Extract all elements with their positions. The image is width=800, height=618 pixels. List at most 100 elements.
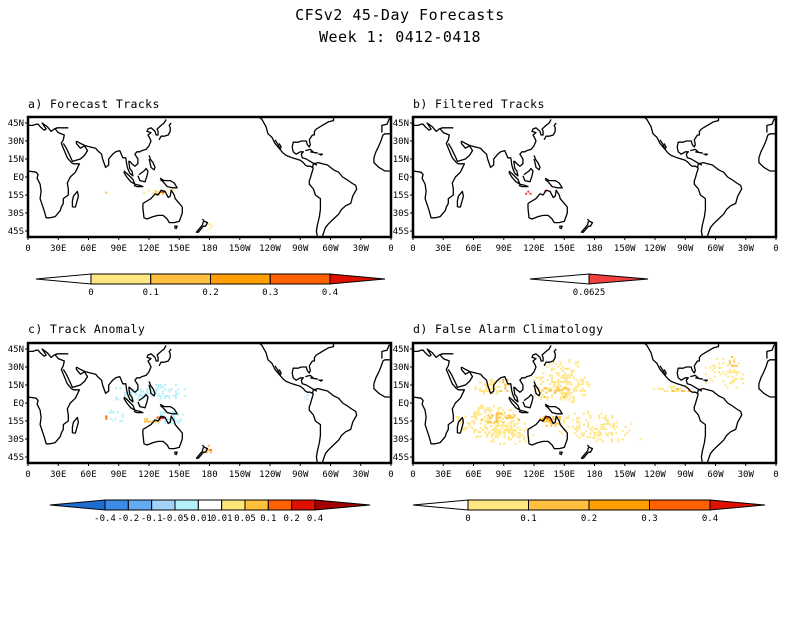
heat-cell (683, 390, 686, 392)
heat-cell (562, 381, 564, 383)
heat-cell (559, 376, 562, 379)
heat-cell (485, 385, 488, 388)
heat-cell (540, 396, 542, 399)
heat-cell (576, 421, 579, 424)
heat-cell (602, 423, 605, 426)
heat-cell (518, 431, 521, 434)
heat-cell (507, 438, 510, 441)
heat-cell (679, 387, 682, 390)
heat-cell (496, 412, 499, 415)
heat-cell (130, 397, 133, 400)
heat-cell (552, 367, 555, 370)
heat-cell (492, 429, 495, 431)
heat-cell (584, 394, 586, 397)
heat-cell (490, 433, 493, 436)
heat-cell (595, 440, 598, 443)
x-tick-label: 30E (435, 470, 451, 480)
coastline (308, 387, 358, 463)
x-tick-label: 120W (259, 470, 281, 480)
heat-cell (497, 429, 500, 431)
heat-cell (500, 412, 503, 415)
heat-cell (624, 434, 626, 436)
heat-cell (115, 396, 118, 399)
heat-cell (566, 374, 569, 377)
heat-cell (713, 371, 716, 374)
heat-cell (542, 417, 545, 420)
heat-cell (604, 414, 607, 417)
heat-cell (479, 422, 482, 425)
heat-cell (496, 414, 499, 417)
heat-cell (164, 422, 167, 425)
coastline (461, 119, 552, 177)
heat-cell (502, 381, 505, 384)
heat-cell (501, 418, 504, 420)
heat-cell (666, 390, 669, 392)
heat-cell (489, 416, 492, 419)
heat-cell (547, 389, 550, 392)
heat-cell (117, 398, 120, 401)
heat-cell (576, 417, 579, 419)
heat-cell (157, 388, 160, 391)
coastline (447, 367, 474, 389)
heat-cell (568, 367, 571, 370)
coastline (693, 161, 743, 237)
heat-cell (484, 415, 487, 418)
heat-cell (560, 423, 563, 426)
heat-cell (543, 420, 546, 423)
coastline (274, 139, 282, 151)
heat-cell (567, 417, 570, 419)
heat-cell (711, 369, 714, 371)
heat-cell (731, 375, 734, 378)
heat-cell (510, 433, 513, 436)
heat-cell (591, 436, 594, 439)
heat-cell (615, 431, 618, 434)
heat-cell (510, 422, 513, 425)
heat-cell (510, 429, 513, 431)
x-tick-label: 60W (707, 244, 724, 254)
heat-blob (525, 190, 532, 195)
heat-cell (484, 431, 487, 434)
heat-cell (726, 375, 729, 378)
heat-cell (486, 407, 489, 409)
coastline (71, 190, 80, 208)
heat-cell (559, 385, 562, 388)
heat-cell (121, 413, 124, 416)
map-area (28, 343, 391, 463)
x-tick-label: 120E (523, 470, 545, 480)
heat-cell (499, 431, 501, 434)
heat-cell (559, 363, 562, 366)
heat-cell (564, 376, 567, 379)
heat-cell (484, 424, 487, 427)
heat-cell (568, 374, 571, 377)
heat-cell (541, 389, 544, 392)
heat-cell (475, 429, 478, 431)
heat-cell (554, 424, 557, 427)
heat-cell (475, 415, 478, 418)
heat-cell (565, 417, 568, 419)
heat-cell (604, 423, 607, 425)
heat-cell (123, 391, 126, 394)
y-tick-label: 45S (393, 227, 409, 237)
coastline (522, 393, 534, 409)
heat-cell (742, 373, 745, 376)
heat-cell (478, 381, 481, 384)
heat-cell (610, 440, 613, 443)
heat-cell (718, 366, 720, 369)
heat-cell (593, 436, 596, 439)
heat-cell (148, 392, 151, 395)
colorbar-tick-label: 0.2 (284, 514, 300, 524)
heat-cell (143, 191, 146, 194)
y-tick-label: 30N (393, 363, 409, 373)
heat-cell (559, 381, 562, 383)
heat-cell (563, 374, 566, 377)
heat-cell (497, 407, 500, 409)
heat-cell (557, 385, 560, 388)
heat-blob (672, 387, 690, 392)
coastline (659, 139, 667, 151)
heat-cell (548, 363, 551, 366)
heat-cell (588, 383, 591, 386)
heat-cell (613, 425, 615, 428)
heat-cell (473, 422, 476, 425)
heat-cell (154, 194, 157, 196)
heat-cell (473, 431, 476, 434)
